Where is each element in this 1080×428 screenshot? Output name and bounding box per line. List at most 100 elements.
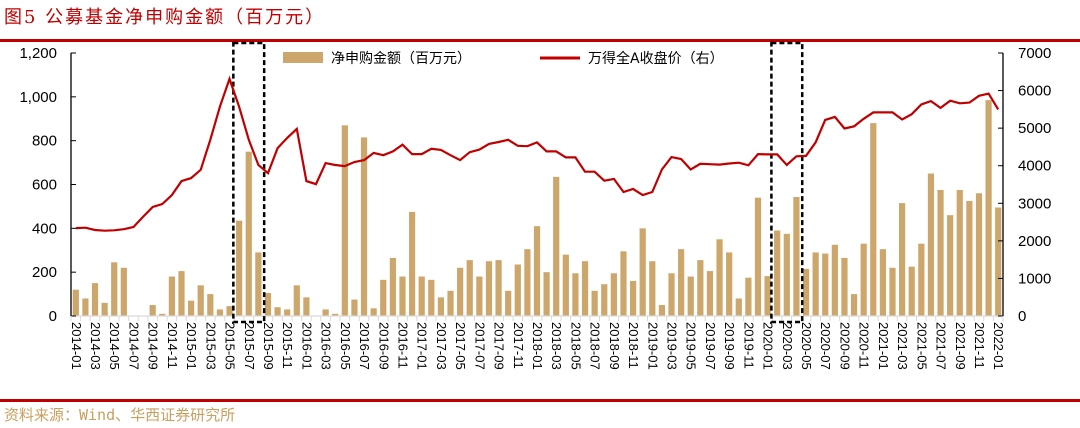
bar: [735, 298, 742, 316]
source-note: 资料来源：Wind、华西证券研究所: [4, 406, 236, 424]
bar: [947, 215, 954, 316]
bar: [620, 251, 627, 316]
left-tick-label: 0: [49, 308, 57, 325]
bar: [293, 285, 300, 316]
bar: [341, 125, 348, 316]
x-tick-label: 2015-05: [223, 322, 238, 370]
x-tick-label: 2020-01: [761, 322, 776, 370]
bar: [831, 244, 838, 316]
x-tick-label: 2015-11: [280, 322, 295, 369]
x-tick-label: 2017-07: [472, 322, 487, 370]
bar: [610, 273, 617, 316]
bar: [870, 123, 877, 316]
right-tick-label: 5000: [1018, 120, 1051, 137]
bar: [514, 264, 521, 316]
bar: [264, 292, 272, 316]
bar: [764, 276, 771, 316]
left-tick-label: 400: [32, 220, 57, 237]
bar: [466, 260, 473, 316]
bar: [629, 280, 637, 316]
x-tick-label: 2015-03: [203, 322, 218, 370]
bar: [255, 252, 262, 316]
bar: [668, 273, 675, 316]
bar: [572, 273, 579, 316]
x-tick-label: 2021-03: [895, 322, 910, 370]
bar: [236, 220, 243, 316]
x-tick-label: 2014-07: [126, 322, 141, 370]
bar: [533, 226, 541, 316]
line-series-wind-all-a: [75, 75, 1000, 232]
bar: [802, 268, 810, 316]
x-tick-label: 2018-01: [530, 322, 545, 370]
left-tick-label: 1,000: [19, 89, 57, 106]
bar: [995, 207, 1002, 316]
bar: [303, 297, 310, 316]
bar: [812, 252, 819, 316]
bar: [879, 249, 886, 316]
x-tick-label: 2018-03: [549, 322, 564, 370]
bar: [687, 276, 694, 316]
bar: [332, 313, 339, 316]
bar: [543, 272, 550, 316]
bar: [899, 203, 906, 316]
bar: [399, 276, 406, 316]
x-tick-label: 2020-07: [818, 322, 833, 370]
x-tick-label: 2021-05: [914, 322, 929, 370]
x-tick-label: 2017-03: [434, 322, 449, 370]
highlight-box: [770, 41, 804, 324]
bar: [716, 239, 723, 316]
right-tick-label: 3000: [1018, 195, 1051, 212]
bar: [658, 305, 666, 316]
x-tick-label: 2019-03: [665, 322, 680, 370]
left-tick-label: 800: [32, 133, 57, 150]
x-tick-label: 2021-09: [953, 322, 968, 370]
highlight-box: [232, 41, 266, 324]
x-tick-label: 2019-07: [703, 322, 718, 370]
x-tick-label: 2022-01: [991, 322, 1006, 370]
bar: [82, 298, 89, 316]
bar: [706, 271, 714, 316]
figure-title: 图5 公募基金净申购金额（百万元）: [4, 7, 326, 28]
bar: [697, 260, 704, 316]
bar: [370, 308, 377, 316]
x-tick-label: 2018-07: [588, 322, 603, 370]
bar: [101, 302, 108, 316]
bar: [793, 196, 800, 316]
bar: [216, 309, 224, 316]
bar: [428, 279, 435, 316]
right-tick-label: 6000: [1018, 83, 1051, 100]
bar: [284, 309, 291, 316]
bar: [985, 100, 992, 316]
x-tick-label: 2018-05: [568, 322, 583, 370]
bar: [389, 257, 396, 316]
bar: [197, 285, 204, 316]
x-tick-label: 2014-11: [165, 322, 180, 369]
bar: [495, 260, 502, 316]
bar: [245, 151, 252, 316]
x-tick-label: 2020-03: [780, 322, 795, 370]
top-rule: [0, 39, 1080, 42]
right-tick-label: 7000: [1018, 45, 1051, 62]
bar: [168, 276, 175, 316]
bar: [918, 243, 925, 316]
legend-bar-label: 净申购金额（百万元）: [331, 51, 471, 67]
bottom-rule: [0, 399, 1080, 402]
x-tick-label: 2020-09: [837, 322, 852, 370]
bar: [678, 249, 685, 316]
bar: [927, 173, 935, 316]
right-tick-label: 1000: [1018, 270, 1051, 287]
bar: [860, 243, 867, 316]
bar-series: [72, 100, 1002, 316]
bar: [908, 266, 915, 316]
bar: [822, 253, 829, 316]
bar: [553, 176, 560, 316]
x-tick-label: 2014-05: [107, 322, 122, 370]
bar: [178, 271, 185, 316]
left-tick-label: 200: [32, 264, 57, 281]
bar: [485, 261, 493, 316]
x-tick-label: 2016-01: [299, 322, 314, 370]
bar: [72, 289, 79, 316]
x-tick-label: 2014-03: [88, 322, 103, 370]
bar: [966, 200, 973, 316]
bar: [524, 249, 531, 316]
